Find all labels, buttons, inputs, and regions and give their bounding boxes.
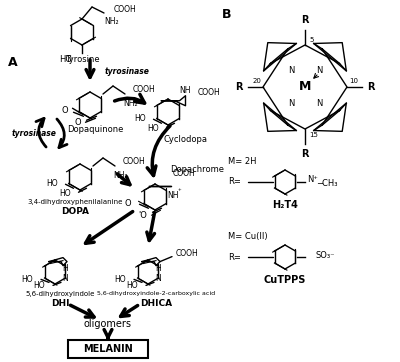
Text: COOH: COOH	[123, 157, 146, 167]
Text: R: R	[236, 82, 243, 92]
Text: M: M	[299, 80, 311, 93]
Text: NH₂: NH₂	[123, 100, 138, 109]
Text: COOH: COOH	[133, 85, 156, 94]
Text: 20: 20	[252, 78, 261, 84]
Text: HO: HO	[147, 124, 158, 133]
Text: COOH: COOH	[176, 249, 199, 258]
Text: N: N	[288, 99, 294, 108]
Text: HO: HO	[33, 281, 45, 290]
Text: Tyrosine: Tyrosine	[65, 55, 99, 64]
Text: M= Cu(II): M= Cu(II)	[228, 232, 268, 241]
Text: 10: 10	[349, 78, 358, 84]
Text: 'O: 'O	[139, 211, 148, 220]
Text: HO: HO	[59, 55, 72, 63]
Text: NH: NH	[168, 191, 179, 200]
Text: A: A	[8, 55, 18, 68]
Text: ⁺: ⁺	[178, 189, 181, 195]
Text: R: R	[301, 15, 309, 25]
Text: tyrosinase: tyrosinase	[105, 67, 150, 76]
Text: N: N	[288, 66, 294, 75]
Text: Dopaquinone: Dopaquinone	[67, 126, 123, 135]
Text: R: R	[301, 149, 309, 159]
Text: NH₂: NH₂	[113, 172, 128, 181]
Text: DOPA: DOPA	[61, 206, 89, 215]
Text: B: B	[222, 8, 232, 21]
Text: 5: 5	[309, 37, 313, 43]
Text: N: N	[316, 99, 322, 108]
Text: 15: 15	[309, 132, 318, 138]
Text: ─CH₃: ─CH₃	[317, 180, 338, 189]
Text: oligomers: oligomers	[84, 319, 132, 329]
Text: HO: HO	[126, 281, 138, 290]
Text: O: O	[125, 199, 132, 208]
Text: HO: HO	[114, 275, 126, 284]
Text: NH₂: NH₂	[104, 17, 119, 25]
Text: HO: HO	[59, 189, 70, 198]
Text: O: O	[75, 118, 82, 127]
Text: HO: HO	[21, 275, 33, 284]
Text: tyrosinase: tyrosinase	[12, 130, 57, 139]
Text: DHICA: DHICA	[140, 299, 172, 307]
Text: R=: R=	[228, 253, 241, 261]
Text: H₂T4: H₂T4	[272, 200, 298, 210]
Text: CuTPPS: CuTPPS	[264, 275, 306, 285]
Text: H
N: H N	[155, 264, 161, 283]
Text: 5,6-dihydroxyindole-2-carboxylic acid: 5,6-dihydroxyindole-2-carboxylic acid	[97, 291, 215, 296]
Text: N: N	[316, 66, 322, 75]
Text: COOH: COOH	[198, 88, 220, 97]
Text: MELANIN: MELANIN	[83, 344, 133, 354]
Text: Cyclodopa: Cyclodopa	[164, 135, 208, 144]
Text: SO₃⁻: SO₃⁻	[315, 251, 334, 260]
Text: HO: HO	[46, 179, 58, 188]
Text: O: O	[62, 106, 68, 115]
Text: R: R	[367, 82, 374, 92]
Text: N⁺: N⁺	[307, 174, 318, 184]
Text: R=: R=	[228, 177, 241, 186]
Text: DHI: DHI	[51, 299, 69, 307]
Text: 5,6-dihydroxyindole: 5,6-dihydroxyindole	[25, 291, 95, 297]
Text: Dopachrome: Dopachrome	[170, 164, 224, 173]
Text: 3,4-dihydroxyphenilalanine: 3,4-dihydroxyphenilalanine	[27, 199, 123, 205]
Text: NH: NH	[179, 86, 190, 95]
Text: COOH: COOH	[114, 4, 137, 13]
Text: M= 2H: M= 2H	[228, 157, 256, 167]
Bar	[68, 340, 148, 358]
Text: HO: HO	[134, 114, 146, 123]
Text: H
N: H N	[62, 264, 68, 283]
Text: COOH: COOH	[172, 169, 195, 178]
